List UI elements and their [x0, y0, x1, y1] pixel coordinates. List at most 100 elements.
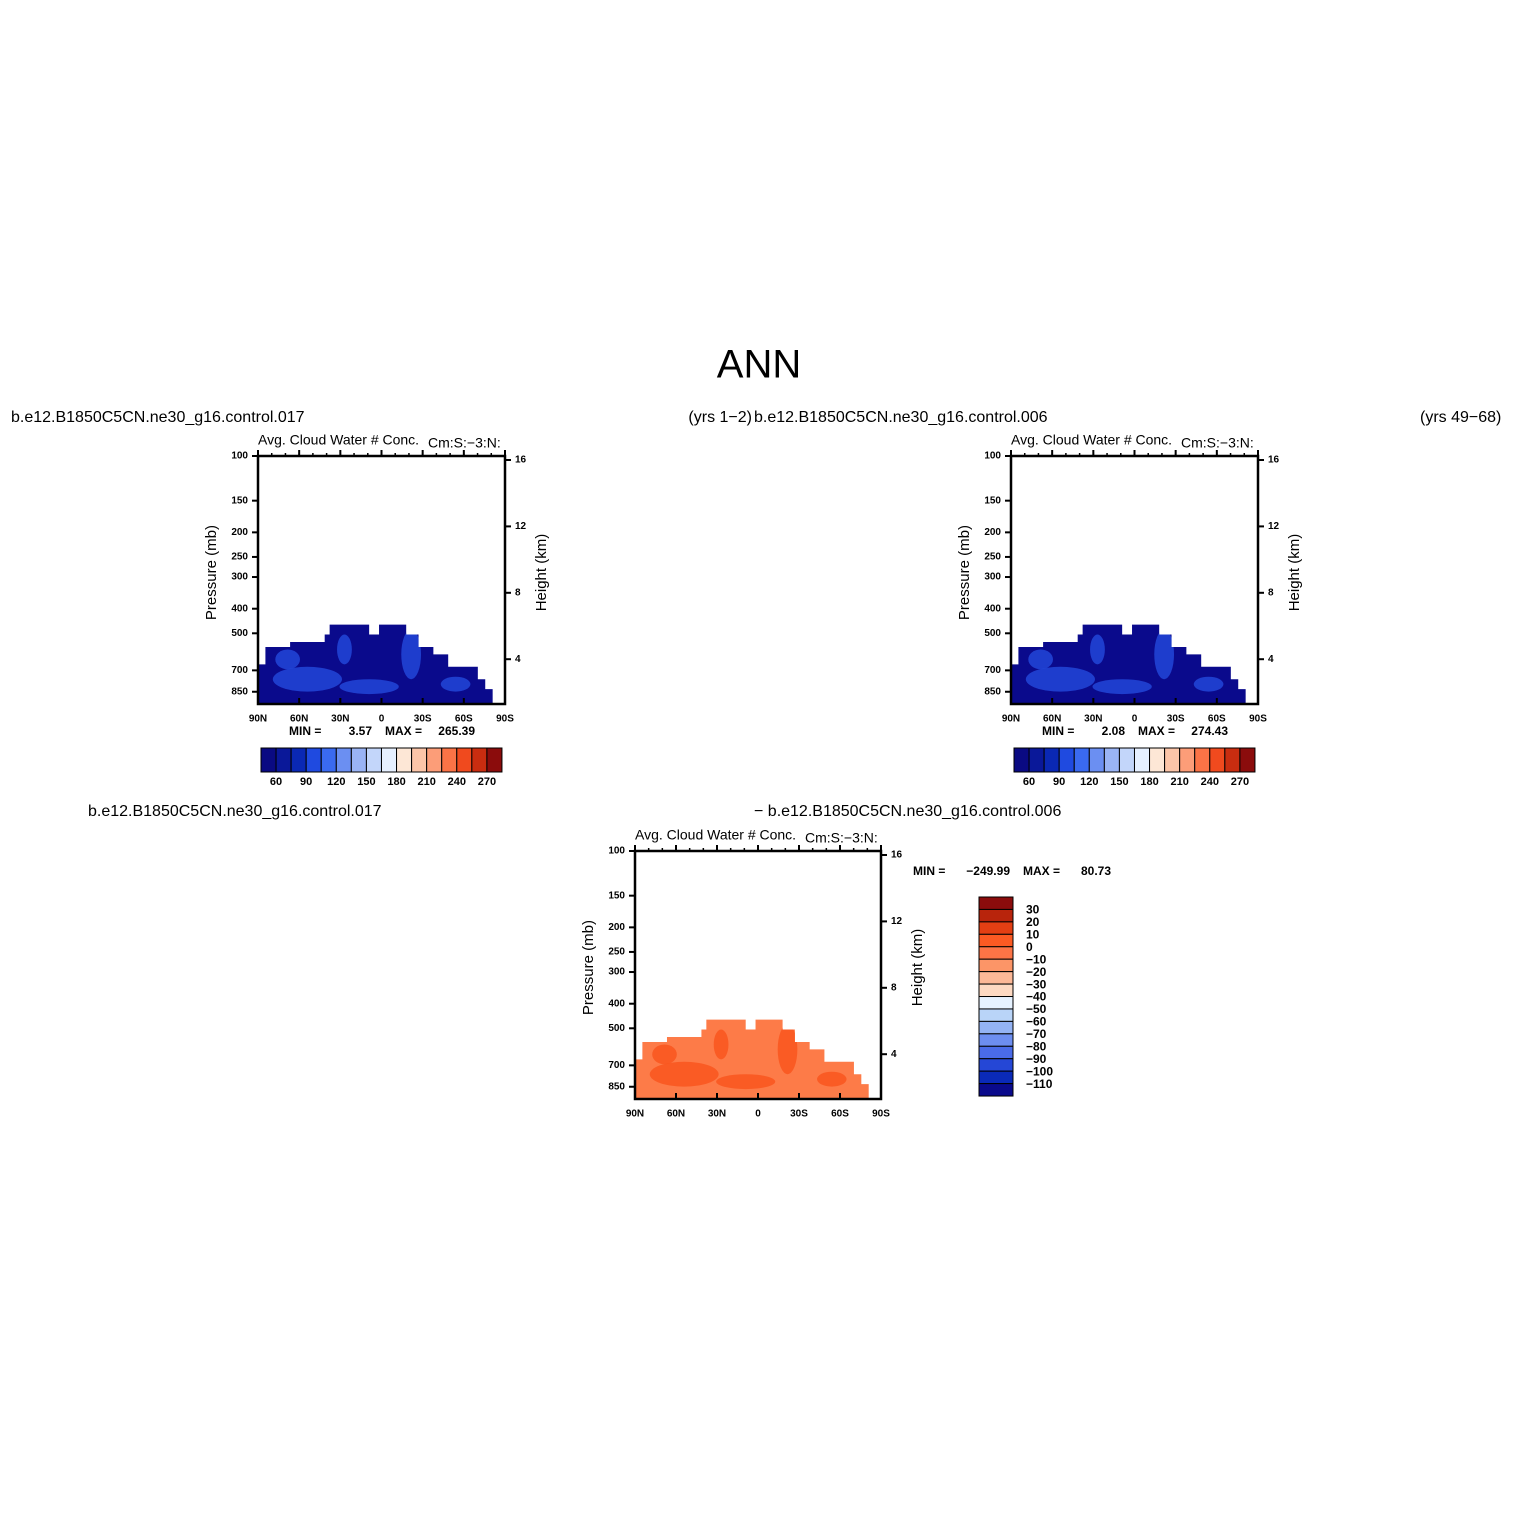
colorbar-label: 210: [1170, 776, 1188, 788]
colorbar-box: [978, 971, 1014, 985]
min-label: MIN =: [1042, 724, 1074, 738]
colorbar-box: [978, 946, 1014, 960]
x-tick-label: 90N: [626, 1109, 644, 1120]
colorbar-label: −70: [1026, 1027, 1047, 1041]
subtitle: Avg. Cloud Water # Conc.: [635, 827, 796, 843]
colorbar-box: [456, 747, 473, 773]
y-tick-label: 200: [231, 527, 248, 538]
contour-blob: [713, 1029, 729, 1060]
min-label: MIN =: [289, 724, 321, 738]
colorbar-box: [396, 747, 413, 773]
colorbar-label: −30: [1026, 977, 1047, 991]
y-tick-label: 850: [231, 686, 248, 697]
x-tick-label: 30S: [1167, 714, 1185, 725]
colorbar-box: [1179, 747, 1196, 773]
y-tick-label: 150: [984, 495, 1001, 506]
units-tag: Cm:S:−3:N:: [1181, 435, 1254, 451]
x-tick-label: 60S: [455, 714, 473, 725]
colorbar-label: 120: [1080, 776, 1098, 788]
colorbar-box: [471, 747, 488, 773]
y2-tick-label: 4: [891, 1049, 897, 1060]
y-tick-label: 700: [984, 665, 1001, 676]
contour-blob: [275, 649, 300, 670]
years-label: (yrs 1−2): [688, 409, 752, 426]
colorbar-label: 60: [270, 776, 282, 788]
contour-blob: [1028, 649, 1053, 670]
y2-tick-label: 12: [891, 916, 903, 927]
colorbar-box: [275, 747, 292, 773]
max-value: 80.73: [1081, 864, 1111, 878]
colorbar-box: [978, 958, 1014, 973]
y2-tick-label: 16: [515, 455, 527, 466]
x-tick-label: 30S: [414, 714, 432, 725]
colorbar-label: 240: [448, 776, 466, 788]
colorbar-box: [426, 747, 443, 773]
colorbar-box: [978, 996, 1014, 1010]
x-tick-label: 30N: [331, 714, 349, 725]
contour-blob: [817, 1071, 847, 1087]
y-tick-label: 250: [231, 552, 248, 563]
min-value: 3.57: [349, 724, 373, 738]
y2-axis-label: Height (km): [533, 534, 550, 612]
colorbar-box: [978, 1033, 1014, 1047]
contour-fill: [1011, 624, 1246, 704]
years-label: (yrs 49−68): [1420, 409, 1501, 426]
max-label: MAX =: [1023, 864, 1060, 878]
colorbar-box: [978, 908, 1014, 923]
colorbar-label: 20: [1026, 915, 1040, 929]
contour-blob: [1025, 666, 1095, 692]
colorbar-box: [1133, 747, 1151, 773]
colorbar-box: [1239, 747, 1256, 773]
y-tick-label: 100: [984, 451, 1001, 462]
figure-title: ANN: [717, 343, 801, 387]
x-tick-label: 0: [379, 714, 385, 725]
colorbar-label: 120: [327, 776, 345, 788]
colorbar-label: −40: [1026, 990, 1047, 1004]
y2-tick-label: 4: [1268, 654, 1274, 665]
contour-blob: [272, 666, 342, 692]
min-label: MIN =: [913, 864, 945, 878]
y-tick-label: 500: [231, 628, 248, 639]
colorbar-box: [1088, 747, 1105, 773]
colorbar-box: [320, 747, 337, 773]
x-tick-label: 0: [755, 1109, 761, 1120]
y2-tick-label: 8: [1268, 587, 1274, 598]
min-value: 2.08: [1102, 724, 1126, 738]
colorbar-label: −20: [1026, 965, 1047, 979]
y-tick-label: 850: [984, 686, 1001, 697]
x-tick-label: 30S: [790, 1109, 808, 1120]
y-tick-label: 400: [231, 603, 248, 614]
max-label: MAX =: [385, 724, 422, 738]
contour-blob: [652, 1044, 677, 1065]
x-tick-label: 30N: [1084, 714, 1102, 725]
contour-blob: [339, 679, 399, 695]
colorbar-box: [335, 747, 352, 773]
y-tick-label: 300: [984, 572, 1001, 583]
contour-blob: [716, 1074, 776, 1090]
colorbar-label: 90: [300, 776, 312, 788]
colorbar-box: [1118, 747, 1135, 773]
y2-tick-label: 12: [1268, 521, 1280, 532]
case-a-label: b.e12.B1850C5CN.ne30_g16.control.017: [88, 803, 382, 820]
y2-tick-label: 12: [515, 521, 527, 532]
colorbar-label: −60: [1026, 1015, 1047, 1029]
max-label: MAX =: [1138, 724, 1175, 738]
colorbar-label: 90: [1053, 776, 1065, 788]
x-tick-label: 60N: [667, 1109, 685, 1120]
subtitle: Avg. Cloud Water # Conc.: [1011, 432, 1172, 448]
x-tick-label: 60N: [290, 714, 308, 725]
y-axis-label: Pressure (mb): [203, 525, 220, 620]
colorbar-label: 180: [387, 776, 405, 788]
case-label: b.e12.B1850C5CN.ne30_g16.control.006: [754, 409, 1048, 426]
contour-fill: [258, 624, 493, 704]
colorbar-box: [305, 747, 322, 773]
colorbar-label: 10: [1026, 927, 1040, 941]
y-tick-label: 200: [608, 922, 625, 933]
colorbar-box: [350, 747, 367, 773]
contour-blob: [1193, 676, 1224, 692]
units-tag: Cm:S:−3:N:: [428, 435, 501, 451]
contour-blob: [337, 634, 352, 665]
x-tick-label: 90S: [496, 714, 514, 725]
x-tick-label: 30N: [708, 1109, 726, 1120]
